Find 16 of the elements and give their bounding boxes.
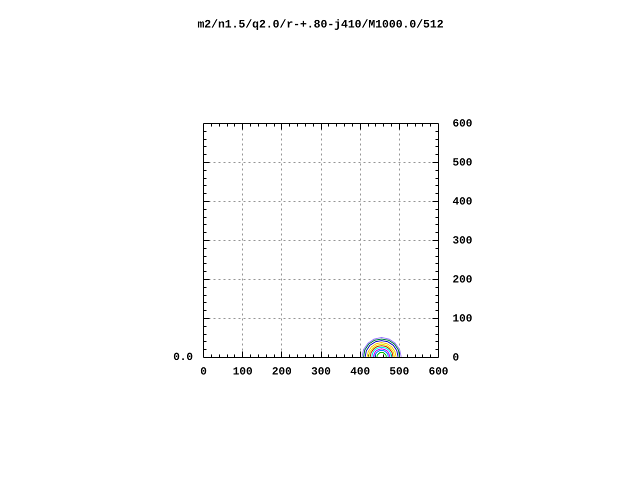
x-tick-label: 600 <box>428 366 448 378</box>
x-tick-label: 400 <box>350 366 370 378</box>
y-tick-label: 500 <box>452 158 472 170</box>
y-tick-label: 600 <box>452 118 472 130</box>
x-tick-label: 0 <box>200 366 207 378</box>
text: 0.0 <box>173 352 193 364</box>
y-tick-label: 300 <box>452 236 472 248</box>
y-tick-label: 200 <box>452 274 472 286</box>
y-tick-label: 400 <box>452 196 472 208</box>
x-tick-label: 500 <box>389 366 410 378</box>
y-tick-label: 0 <box>452 352 460 364</box>
x-tick-label: 300 <box>311 366 331 378</box>
chart-title: m2/n1.5/q2.0/r-+.80-j410/M1000.0/512 <box>197 18 444 32</box>
y-tick-label: 100 <box>452 314 472 326</box>
x-tick-label: 200 <box>272 366 292 378</box>
x-tick-label: 100 <box>232 366 253 378</box>
